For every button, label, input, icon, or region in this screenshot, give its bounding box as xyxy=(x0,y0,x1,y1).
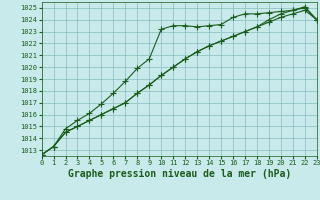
X-axis label: Graphe pression niveau de la mer (hPa): Graphe pression niveau de la mer (hPa) xyxy=(68,169,291,179)
